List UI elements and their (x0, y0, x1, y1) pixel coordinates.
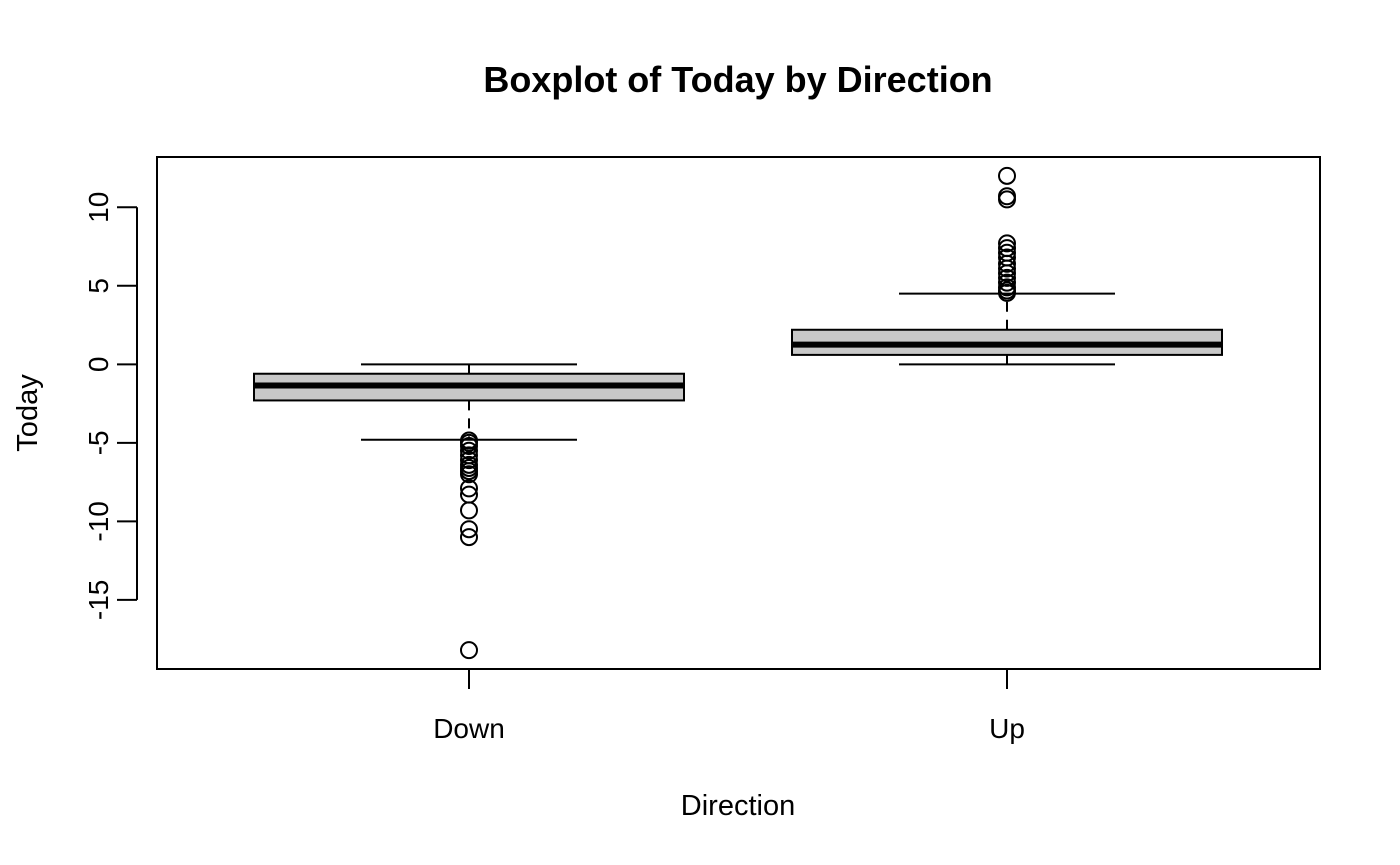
x-axis-label: Direction (681, 790, 795, 822)
box-group-up (791, 166, 1223, 366)
y-axis-label: Today (12, 374, 44, 452)
y-axis: -15 -10 -5 0 5 10 (83, 192, 138, 620)
outlier-point (460, 479, 478, 498)
outlier-point (998, 239, 1016, 258)
outlier-point (998, 248, 1016, 267)
outlier-point (998, 166, 1016, 185)
y-tick-label: -15 (83, 580, 114, 620)
outlier-point (998, 234, 1016, 253)
outlier-point (998, 273, 1016, 292)
outlier-point (460, 501, 478, 520)
y-tick-label: -10 (83, 501, 114, 541)
outlier-point (998, 243, 1016, 262)
plot-layer (253, 166, 1223, 660)
y-tick-label: 10 (83, 192, 114, 223)
y-tick-label: 0 (83, 357, 114, 373)
y-tick-label: 5 (83, 278, 114, 294)
outlier-point (998, 187, 1016, 206)
x-tick-label: Up (989, 713, 1025, 744)
outlier-point (460, 520, 478, 539)
outlier-point (460, 641, 478, 660)
outlier-point (460, 436, 478, 455)
x-axis: Down Up (433, 668, 1025, 744)
outlier-point (460, 441, 478, 460)
outlier-point (998, 268, 1016, 287)
outlier-point (998, 278, 1016, 297)
x-tick-label: Down (433, 713, 505, 744)
outlier-point (460, 451, 478, 470)
outlier-point (460, 465, 478, 484)
chart-title: Boxplot of Today by Direction (483, 59, 992, 100)
y-tick-label: -5 (83, 430, 114, 455)
box-group-down (253, 363, 685, 660)
outlier-point (460, 528, 478, 547)
